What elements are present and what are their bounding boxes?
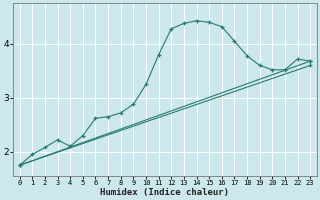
X-axis label: Humidex (Indice chaleur): Humidex (Indice chaleur): [100, 188, 229, 197]
